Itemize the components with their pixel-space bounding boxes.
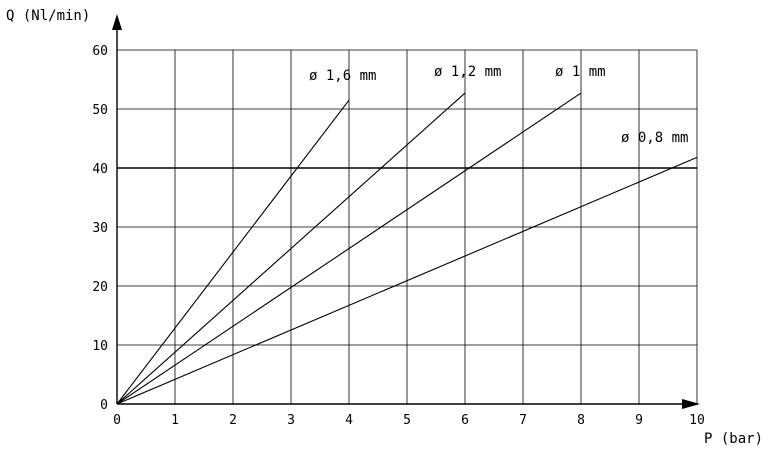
y-tick-label: 20	[92, 280, 108, 295]
y-tick-label: 30	[92, 221, 108, 236]
grid	[117, 49, 698, 404]
series-lines	[116, 92, 698, 405]
x-tick-label: 8	[577, 413, 585, 428]
series-label-1-2: ø 1,2 mm	[434, 64, 501, 80]
x-tick-labels: 0 1 2 3 4 5 6 7 8 9 10	[113, 413, 705, 428]
series-line-0	[116, 99, 350, 405]
y-tick-label: 0	[100, 398, 108, 413]
x-tick-label: 3	[287, 413, 295, 428]
y-tick-label: 40	[92, 162, 108, 177]
series-label-1: ø 1 mm	[555, 64, 606, 80]
y-tick-label: 60	[92, 44, 108, 59]
x-tick-label: 9	[635, 413, 643, 428]
x-tick-label: 5	[403, 413, 411, 428]
x-tick-label: 1	[171, 413, 179, 428]
x-tick-label: 2	[229, 413, 237, 428]
x-tick-label: 7	[519, 413, 527, 428]
x-axis-arrow-icon	[682, 399, 700, 409]
x-axis-title: P (bar)	[704, 431, 763, 447]
y-axis-title: Q (Nl/min)	[6, 8, 90, 24]
y-tick-labels: 0 10 20 30 40 50 60	[92, 44, 108, 413]
y-tick-label: 10	[92, 339, 108, 354]
x-tick-label: 4	[345, 413, 353, 428]
series-line-1	[116, 92, 466, 405]
x-tick-label: 0	[113, 413, 121, 428]
y-tick-label: 50	[92, 103, 108, 118]
y-axis-arrow-icon	[112, 14, 122, 30]
x-tick-label: 10	[689, 413, 705, 428]
series-label-1-6: ø 1,6 mm	[309, 68, 376, 84]
series-line-3	[116, 156, 698, 405]
series-line-2	[116, 92, 582, 405]
x-tick-label: 6	[461, 413, 469, 428]
series-label-0-8: ø 0,8 mm	[621, 130, 688, 146]
